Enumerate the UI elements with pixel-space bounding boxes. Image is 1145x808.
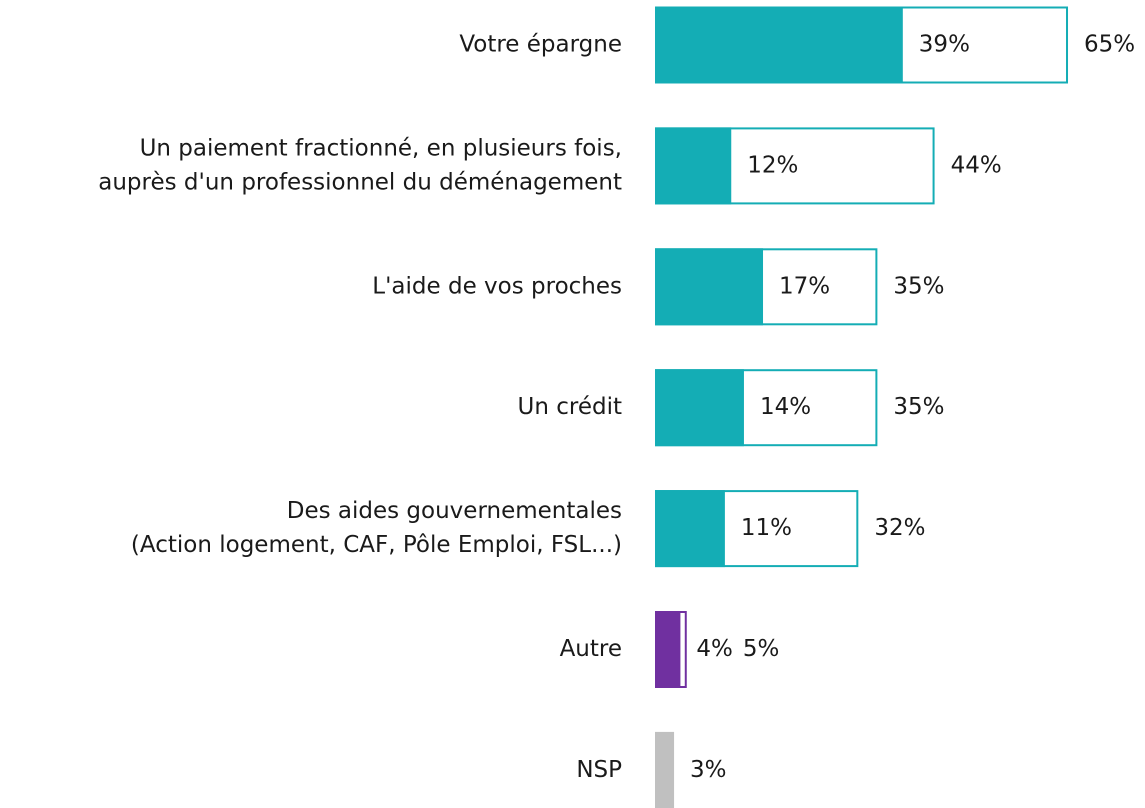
category-label: NSP: [576, 757, 622, 783]
value-label: 44%: [951, 152, 1002, 178]
value-label: 17%: [779, 273, 830, 299]
bar-first: [655, 248, 764, 326]
category-label: Votre épargne: [459, 32, 622, 58]
bar-first: [655, 369, 744, 447]
value-label: 5%: [743, 636, 780, 662]
value-label: 11%: [741, 515, 792, 541]
value-label: 35%: [893, 394, 944, 420]
value-label: 39%: [919, 32, 970, 58]
bar-first: [655, 731, 675, 808]
value-label: 14%: [760, 394, 811, 420]
category-label: Des aides gouvernementales: [287, 498, 622, 524]
value-label: 12%: [747, 152, 798, 178]
bar-first: [655, 611, 681, 688]
value-label: 3%: [690, 757, 727, 783]
category-label: L'aide de vos proches: [372, 273, 622, 299]
category-label: (Action logement, CAF, Pôle Emploi, FSL.…: [131, 532, 622, 558]
value-label: 65%: [1084, 32, 1135, 58]
value-label: 35%: [893, 273, 944, 299]
bar-first: [655, 490, 725, 568]
value-label: 4%: [696, 636, 733, 662]
category-label: Autre: [560, 636, 622, 662]
bar-first: [655, 127, 732, 205]
bar-first: [655, 6, 903, 84]
value-label: 32%: [874, 515, 925, 541]
category-label: auprès d'un professionnel du déménagemen…: [98, 169, 622, 195]
category-label: Un crédit: [518, 394, 622, 420]
category-label: Un paiement fractionné, en plusieurs foi…: [140, 135, 622, 161]
